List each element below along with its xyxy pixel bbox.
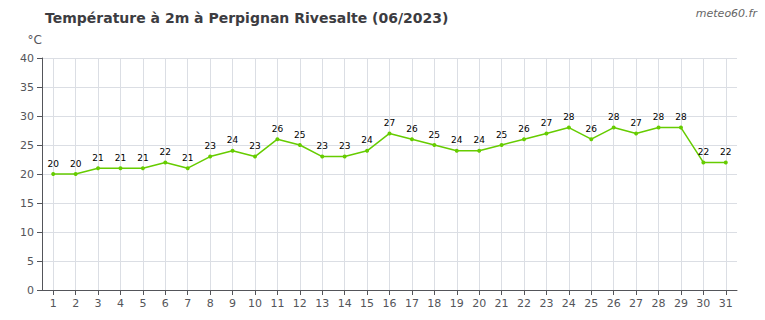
- svg-text:27: 27: [384, 118, 395, 128]
- svg-text:25: 25: [584, 297, 598, 310]
- svg-text:1: 1: [50, 297, 57, 310]
- svg-text:20: 20: [47, 159, 59, 169]
- svg-text:23: 23: [204, 141, 215, 151]
- svg-text:12: 12: [293, 297, 307, 310]
- svg-text:15: 15: [360, 297, 374, 310]
- svg-text:21: 21: [137, 153, 148, 163]
- svg-text:13: 13: [315, 297, 329, 310]
- svg-text:8: 8: [207, 297, 214, 310]
- svg-text:31: 31: [719, 297, 733, 310]
- svg-text:6: 6: [162, 297, 169, 310]
- svg-text:24: 24: [451, 135, 463, 145]
- svg-text:22: 22: [720, 147, 731, 157]
- svg-text:21: 21: [182, 153, 193, 163]
- svg-text:28: 28: [652, 297, 666, 310]
- svg-text:24: 24: [227, 135, 239, 145]
- svg-text:30: 30: [696, 297, 710, 310]
- svg-text:7: 7: [184, 297, 191, 310]
- svg-text:14: 14: [338, 297, 352, 310]
- svg-text:22: 22: [517, 297, 531, 310]
- svg-text:22: 22: [698, 147, 709, 157]
- svg-text:meteo60.fr: meteo60.fr: [696, 7, 759, 20]
- svg-text:22: 22: [160, 147, 171, 157]
- svg-text:25: 25: [294, 130, 305, 140]
- svg-text:40: 40: [20, 52, 34, 65]
- svg-text:26: 26: [272, 124, 284, 134]
- svg-text:16: 16: [383, 297, 397, 310]
- svg-text:20: 20: [472, 297, 486, 310]
- svg-text:21: 21: [115, 153, 126, 163]
- svg-text:17: 17: [405, 297, 419, 310]
- svg-text:10: 10: [248, 297, 262, 310]
- svg-text:26: 26: [406, 124, 418, 134]
- svg-text:25: 25: [20, 139, 34, 152]
- svg-text:2: 2: [72, 297, 79, 310]
- svg-text:20: 20: [70, 159, 82, 169]
- svg-text:20: 20: [20, 168, 34, 181]
- svg-text:26: 26: [518, 124, 530, 134]
- svg-text:Température à 2m à Perpignan R: Température à 2m à Perpignan Rivesalte (…: [45, 10, 448, 26]
- svg-text:11: 11: [270, 297, 284, 310]
- svg-text:24: 24: [361, 135, 373, 145]
- svg-text:5: 5: [27, 255, 34, 268]
- svg-text:10: 10: [20, 226, 34, 239]
- svg-text:28: 28: [675, 112, 687, 122]
- svg-text:°C: °C: [28, 33, 42, 47]
- svg-text:28: 28: [563, 112, 575, 122]
- svg-text:5: 5: [139, 297, 146, 310]
- svg-text:0: 0: [27, 284, 34, 297]
- svg-text:23: 23: [339, 141, 350, 151]
- svg-text:35: 35: [20, 81, 34, 94]
- svg-text:23: 23: [317, 141, 328, 151]
- svg-text:18: 18: [427, 297, 441, 310]
- svg-text:21: 21: [495, 297, 509, 310]
- svg-text:24: 24: [562, 297, 576, 310]
- svg-text:24: 24: [473, 135, 485, 145]
- svg-text:29: 29: [674, 297, 688, 310]
- svg-text:27: 27: [541, 118, 552, 128]
- svg-text:4: 4: [117, 297, 124, 310]
- svg-text:3: 3: [95, 297, 102, 310]
- svg-text:27: 27: [630, 118, 641, 128]
- svg-text:23: 23: [539, 297, 553, 310]
- svg-text:23: 23: [249, 141, 260, 151]
- svg-text:30: 30: [20, 110, 34, 123]
- svg-text:25: 25: [496, 130, 507, 140]
- svg-text:27: 27: [629, 297, 643, 310]
- svg-text:21: 21: [92, 153, 103, 163]
- svg-text:28: 28: [608, 112, 620, 122]
- svg-text:26: 26: [607, 297, 621, 310]
- svg-text:25: 25: [429, 130, 440, 140]
- svg-text:26: 26: [586, 124, 598, 134]
- svg-text:15: 15: [20, 197, 34, 210]
- svg-text:19: 19: [450, 297, 464, 310]
- svg-text:28: 28: [653, 112, 665, 122]
- svg-text:9: 9: [229, 297, 236, 310]
